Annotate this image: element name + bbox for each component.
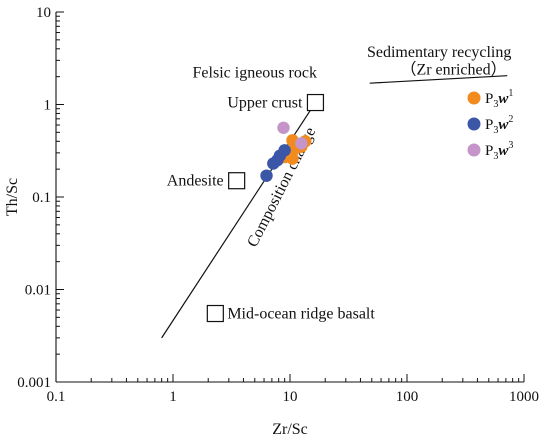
- x-tick-label: 1: [169, 389, 177, 405]
- data-point-p3w3: [277, 121, 290, 134]
- y-tick-label: 10: [36, 5, 51, 21]
- y-tick-label: 0.1: [32, 190, 51, 206]
- x-tick-label: 10: [283, 389, 298, 405]
- legend-label: P3w2: [485, 114, 513, 136]
- data-point-p3w1: [286, 152, 299, 165]
- sedimentary-recycling-line: [369, 75, 508, 84]
- data-point-p3w3: [295, 137, 308, 150]
- legend-marker: [467, 143, 481, 157]
- x-tick-label: 100: [396, 389, 419, 405]
- legend-label: P3w1: [485, 88, 513, 110]
- x-tick-label: 0.1: [47, 389, 66, 405]
- x-tick-label: 1000: [509, 389, 539, 405]
- annotation-text: Sedimentary recycling: [367, 44, 511, 61]
- y-tick-label: 0.001: [17, 375, 51, 391]
- reference-box-marker: [228, 172, 246, 190]
- annotation-text: （Zr enriched）: [400, 61, 506, 79]
- legend-label: P3w3: [485, 140, 513, 162]
- reference-box-marker: [306, 93, 325, 112]
- reference-boxes: Mid-ocean ridge basalt Andesite Upper crus…: [167, 93, 375, 323]
- y-tick-label: 1: [44, 98, 52, 114]
- reference-box-label: Mid-ocean ridge basalt: [227, 306, 375, 323]
- reference-lines: [161, 75, 508, 339]
- legend-marker: [467, 117, 481, 131]
- x-axis-ticks: 0.1 1 10 100 1000: [47, 374, 539, 405]
- data-point-p3w2: [278, 144, 291, 157]
- reference-box-marker: [206, 304, 224, 323]
- legend-marker: [467, 91, 481, 105]
- reference-box-label: Upper crust: [227, 95, 303, 112]
- data-points: [260, 121, 312, 182]
- reference-box-label: Andesite: [167, 173, 224, 190]
- data-point-p3w2: [260, 169, 273, 182]
- legend: P3w1 P3w2 P3w3: [467, 88, 513, 162]
- x-axis-title: Zr/Sc: [272, 421, 308, 438]
- y-axis-title: Th/Sc: [4, 178, 21, 216]
- y-axis-ticks: 0.001 0.01 0.1 1 10: [17, 5, 64, 391]
- annotation-text: Felsic igneous rock: [193, 65, 317, 82]
- annotations: Felsic igneous rock Sedimentary recycling…: [193, 44, 512, 250]
- y-tick-label: 0.01: [25, 283, 51, 299]
